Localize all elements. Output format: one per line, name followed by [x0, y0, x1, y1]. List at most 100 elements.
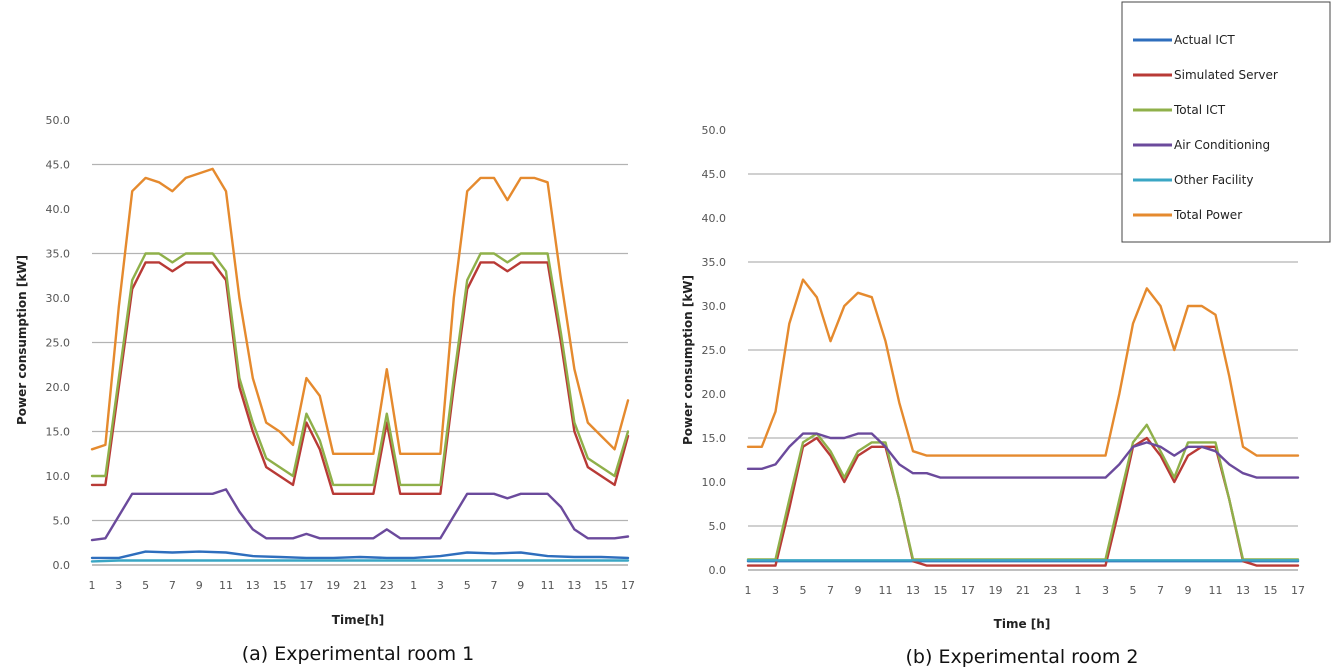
chart-b-y-tick-label: 45.0 [702, 168, 727, 181]
chart-b-x-tick-label: 13 [1236, 584, 1250, 597]
chart-b-x-tick-label: 17 [961, 584, 975, 597]
chart-a-x-tick-label: 7 [491, 579, 498, 592]
chart-b-x-tick-label: 21 [1016, 584, 1030, 597]
chart-b-x-tick-label: 23 [1044, 584, 1058, 597]
chart-a-x-tick-label: 3 [115, 579, 122, 592]
chart-b-y-tick-label: 30.0 [702, 300, 727, 313]
legend-label-actual-ict: Actual ICT [1174, 33, 1235, 47]
legend-items: Actual ICT Simulated Server Total ICT Air C… [1133, 33, 1278, 222]
chart-a-caption: (a) Experimental room 1 [242, 643, 475, 665]
chart-b-series-total-power [746, 278, 1300, 457]
legend-label-simulated-server: Simulated Server [1174, 68, 1278, 82]
chart-a-y-tick-label: 0.0 [53, 559, 71, 572]
chart-b-y-tick-label: 0.0 [709, 564, 727, 577]
chart-a-series-air-conditioning [90, 488, 630, 542]
chart-a-y-tick-label: 50.0 [46, 114, 71, 127]
chart-a-x-tick-label: 9 [196, 579, 203, 592]
chart-a-x-tick-label: 3 [437, 579, 444, 592]
chart-a-series-total-power [90, 167, 630, 455]
chart-b-x-tick-label: 13 [906, 584, 920, 597]
chart-b-y-tick-label: 25.0 [702, 344, 727, 357]
chart-b-y-tick-label: 35.0 [702, 256, 727, 269]
legend-box [1121, 1, 1331, 243]
chart-b-y-tick-label: 50.0 [702, 124, 727, 137]
chart-b-x-tick-label: 7 [827, 584, 834, 597]
chart-experimental-room-1: 0.0 5.0 10.0 15.0 20.0 25.0 30.0 35.0 40.0 45.0 50… [15, 114, 635, 665]
chart-b-series-total-ict [746, 423, 1300, 561]
legend: Actual ICT Simulated Server Total ICT Air C… [1121, 1, 1331, 243]
chart-a-series-actual-ict [90, 550, 630, 560]
chart-a-x-tick-label: 17 [621, 579, 635, 592]
chart-b-y-ticks: 0.0 5.0 10.0 15.0 20.0 25.0 30.0 35.0 40.0 45.0 50… [702, 124, 727, 577]
chart-b-x-tick-label: 17 [1291, 584, 1305, 597]
chart-a-x-tick-label: 15 [594, 579, 608, 592]
chart-b-x-tick-label: 3 [1102, 584, 1109, 597]
legend-label-total-power: Total Power [1173, 208, 1242, 222]
chart-b-x-tick-label: 3 [772, 584, 779, 597]
chart-b-x-tick-label: 7 [1157, 584, 1164, 597]
chart-b-y-tick-label: 10.0 [702, 476, 727, 489]
chart-a-x-tick-label: 13 [246, 579, 260, 592]
chart-b-x-tick-label: 5 [1130, 584, 1137, 597]
chart-a-x-tick-label: 21 [353, 579, 367, 592]
chart-a-y-axis-title: Power consumption [kW] [15, 255, 29, 425]
chart-a-y-tick-label: 40.0 [46, 203, 71, 216]
chart-a-x-tick-label: 7 [169, 579, 176, 592]
chart-a-y-tick-label: 25.0 [46, 337, 71, 350]
chart-a-y-tick-label: 35.0 [46, 248, 71, 261]
legend-label-air-conditioning: Air Conditioning [1174, 138, 1270, 152]
chart-a-x-tick-label: 5 [142, 579, 149, 592]
chart-b-x-tick-label: 15 [1264, 584, 1278, 597]
chart-a-y-tick-label: 30.0 [46, 292, 71, 305]
chart-a-x-tick-label: 5 [464, 579, 471, 592]
chart-b-series [746, 278, 1300, 567]
chart-b-caption: (b) Experimental room 2 [906, 646, 1139, 668]
chart-b-y-tick-label: 20.0 [702, 388, 727, 401]
chart-a-y-tick-label: 15.0 [46, 426, 71, 439]
chart-b-x-tick-label: 15 [934, 584, 948, 597]
chart-b-y-tick-label: 40.0 [702, 212, 727, 225]
chart-b-x-tick-label: 11 [879, 584, 893, 597]
chart-a-x-tick-label: 19 [326, 579, 340, 592]
chart-b-x-tick-label: 5 [800, 584, 807, 597]
chart-a-series [90, 167, 630, 563]
chart-b-series-air-conditioning [746, 432, 1300, 479]
chart-b-y-tick-label: 5.0 [709, 520, 727, 533]
chart-a-x-tick-label: 17 [299, 579, 313, 592]
chart-b-x-tick-label: 11 [1209, 584, 1223, 597]
chart-a-series-simulated-server [90, 261, 630, 495]
chart-a-x-tick-label: 1 [410, 579, 417, 592]
chart-a-x-tick-label: 13 [567, 579, 581, 592]
chart-a-y-ticks: 0.0 5.0 10.0 15.0 20.0 25.0 30.0 35.0 40.0 45.0 50… [46, 114, 71, 572]
chart-experimental-room-2: 0.0 5.0 10.0 15.0 20.0 25.0 30.0 35.0 40.0 45.0 50… [681, 124, 1305, 668]
chart-a-x-tick-label: 15 [273, 579, 287, 592]
chart-b-x-tick-label: 1 [745, 584, 752, 597]
chart-a-x-tick-label: 23 [380, 579, 394, 592]
chart-a-x-tick-label: 11 [219, 579, 233, 592]
chart-b-x-tick-label: 1 [1075, 584, 1082, 597]
legend-label-other-facility: Other Facility [1174, 173, 1253, 187]
chart-b-x-tick-label: 9 [1185, 584, 1192, 597]
chart-a-y-tick-label: 10.0 [46, 470, 71, 483]
chart-a-series-total-ict [90, 252, 630, 487]
chart-b-y-tick-label: 15.0 [702, 432, 727, 445]
chart-b-x-tick-label: 9 [855, 584, 862, 597]
chart-a-y-tick-label: 5.0 [53, 515, 71, 528]
chart-b-x-ticks: 1 3 5 7 9 11 13 15 17 19 21 23 1 3 5 7 9 11 13 15 17 [745, 584, 1306, 597]
chart-a-y-tick-label: 45.0 [46, 159, 71, 172]
chart-b-y-axis-title: Power consumption [kW] [681, 275, 695, 445]
chart-a-y-tick-label: 20.0 [46, 381, 71, 394]
chart-a-series-other-facility [90, 559, 630, 563]
chart-b-series-simulated-server [746, 436, 1300, 567]
chart-b-grid [748, 173, 1298, 571]
chart-b-x-tick-label: 19 [989, 584, 1003, 597]
chart-a-x-axis-title: Time[h] [332, 613, 384, 627]
chart-a-x-tick-label: 11 [541, 579, 555, 592]
chart-a-grid [92, 163, 628, 566]
chart-a-x-ticks: 1 3 5 7 9 11 13 15 17 19 21 23 1 3 5 7 9 11 13 15 17 [89, 579, 636, 592]
chart-b-x-axis-title: Time [h] [994, 617, 1051, 631]
chart-a-x-tick-label: 1 [89, 579, 96, 592]
chart-a-x-tick-label: 9 [517, 579, 524, 592]
legend-label-total-ict: Total ICT [1173, 103, 1226, 117]
